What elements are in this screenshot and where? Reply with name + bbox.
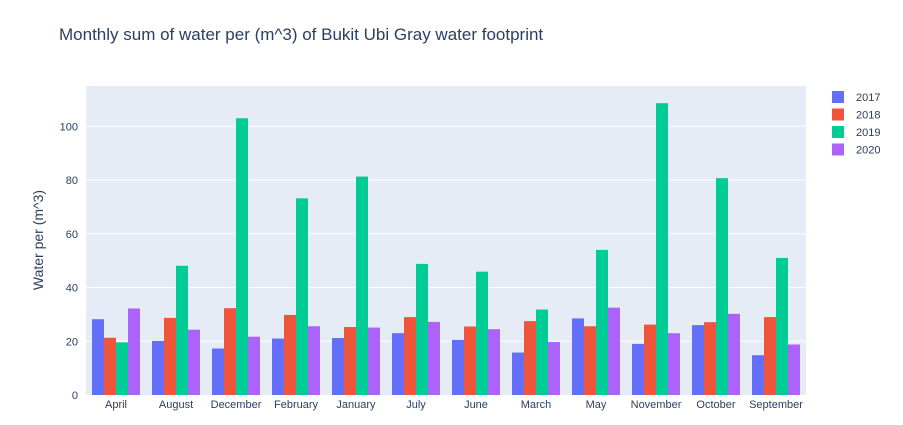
bar-2018-june[interactable] xyxy=(464,326,476,395)
bar-2020-january[interactable] xyxy=(368,327,380,395)
legend-item-2018[interactable]: 2018 xyxy=(832,108,880,122)
x-tick-label: May xyxy=(586,399,607,411)
x-tick-label: April xyxy=(105,399,127,411)
bar-2020-may[interactable] xyxy=(608,307,620,395)
bar-2017-july[interactable] xyxy=(392,333,404,395)
y-tick-label: 60 xyxy=(66,229,78,241)
x-axis-ticks: April August December February January July Ju… xyxy=(105,399,803,411)
bar-2017-september[interactable] xyxy=(752,355,764,395)
bar-2018-august[interactable] xyxy=(164,317,176,395)
bar-2017-august[interactable] xyxy=(152,340,164,395)
bar-2019-july[interactable] xyxy=(416,263,428,395)
bar-2017-may[interactable] xyxy=(572,318,584,395)
bar-2017-march[interactable] xyxy=(512,352,524,395)
legend-swatch xyxy=(832,143,844,156)
bar-2020-april[interactable] xyxy=(128,308,140,395)
bar-2019-january[interactable] xyxy=(356,176,368,395)
x-tick-label: February xyxy=(274,399,319,411)
bars-group xyxy=(92,103,800,396)
x-tick-label: January xyxy=(336,399,376,411)
bar-2017-april[interactable] xyxy=(92,319,104,395)
bar-2019-may[interactable] xyxy=(596,249,608,395)
bar-2018-december[interactable] xyxy=(224,308,236,395)
legend-item-2017[interactable]: 2017 xyxy=(832,91,880,104)
bar-2018-march[interactable] xyxy=(524,321,536,395)
chart-title: Monthly sum of water per (m^3) of Bukit … xyxy=(59,25,543,44)
x-tick-label: June xyxy=(464,399,488,411)
x-tick-label: October xyxy=(696,399,735,411)
bar-2017-february[interactable] xyxy=(272,338,284,395)
bar-2017-october[interactable] xyxy=(692,325,704,395)
bar-2018-april[interactable] xyxy=(104,337,116,395)
bar-2017-june[interactable] xyxy=(452,339,464,395)
bar-2020-december[interactable] xyxy=(248,336,260,395)
legend-item-2019[interactable]: 2019 xyxy=(832,126,880,139)
bar-2017-november[interactable] xyxy=(632,343,644,395)
legend[interactable]: 2017 2018 2019 2020 xyxy=(832,91,880,157)
x-tick-label: August xyxy=(159,399,193,411)
bar-2018-october[interactable] xyxy=(704,322,716,395)
bar-2020-november[interactable] xyxy=(668,333,680,395)
bar-2020-august[interactable] xyxy=(188,329,200,395)
bar-2017-january[interactable] xyxy=(332,338,344,395)
bar-2019-august[interactable] xyxy=(176,265,188,395)
bar-2019-september[interactable] xyxy=(776,257,788,395)
bar-2018-may[interactable] xyxy=(584,326,596,395)
bar-2020-september[interactable] xyxy=(788,344,800,395)
bar-2019-march[interactable] xyxy=(536,309,548,395)
y-axis-ticks: 0 20 40 60 80 100 xyxy=(60,121,78,402)
x-tick-label: March xyxy=(521,399,552,411)
y-tick-label: 0 xyxy=(72,390,78,402)
bar-2018-november[interactable] xyxy=(644,324,656,395)
bar-2019-december[interactable] xyxy=(236,118,248,396)
bar-2019-october[interactable] xyxy=(716,178,728,395)
legend-swatch xyxy=(832,126,844,138)
x-tick-label: September xyxy=(749,399,803,411)
legend-label: 2019 xyxy=(856,127,880,139)
bar-2018-february[interactable] xyxy=(284,314,296,395)
legend-label: 2018 xyxy=(856,110,880,122)
y-tick-label: 100 xyxy=(60,121,78,133)
y-axis-title: Water per (m^3) xyxy=(30,190,46,290)
x-tick-label: November xyxy=(631,399,682,411)
y-tick-label: 80 xyxy=(66,175,78,187)
x-tick-label: July xyxy=(406,399,426,411)
bar-2020-march[interactable] xyxy=(548,342,560,395)
bar-2019-february[interactable] xyxy=(296,198,308,395)
legend-swatch xyxy=(832,91,844,103)
y-tick-label: 40 xyxy=(66,283,78,295)
bar-2019-april[interactable] xyxy=(116,342,128,395)
legend-swatch xyxy=(832,108,844,121)
bar-2018-september[interactable] xyxy=(764,317,776,395)
x-tick-label: December xyxy=(211,399,262,411)
y-tick-label: 20 xyxy=(66,336,78,348)
gridlines xyxy=(86,125,806,342)
bar-2020-february[interactable] xyxy=(308,326,320,395)
bar-2019-june[interactable] xyxy=(476,271,488,395)
legend-label: 2017 xyxy=(856,92,880,104)
plot-area xyxy=(86,86,806,395)
bar-2020-october[interactable] xyxy=(728,313,740,395)
bar-2020-june[interactable] xyxy=(488,329,500,395)
bar-2018-july[interactable] xyxy=(404,317,416,395)
legend-item-2020[interactable]: 2020 xyxy=(832,143,880,157)
bar-2020-july[interactable] xyxy=(428,321,440,395)
legend-label: 2020 xyxy=(856,145,880,157)
bar-2017-december[interactable] xyxy=(212,348,224,395)
bar-2019-november[interactable] xyxy=(656,103,668,395)
bar-2018-january[interactable] xyxy=(344,327,356,395)
